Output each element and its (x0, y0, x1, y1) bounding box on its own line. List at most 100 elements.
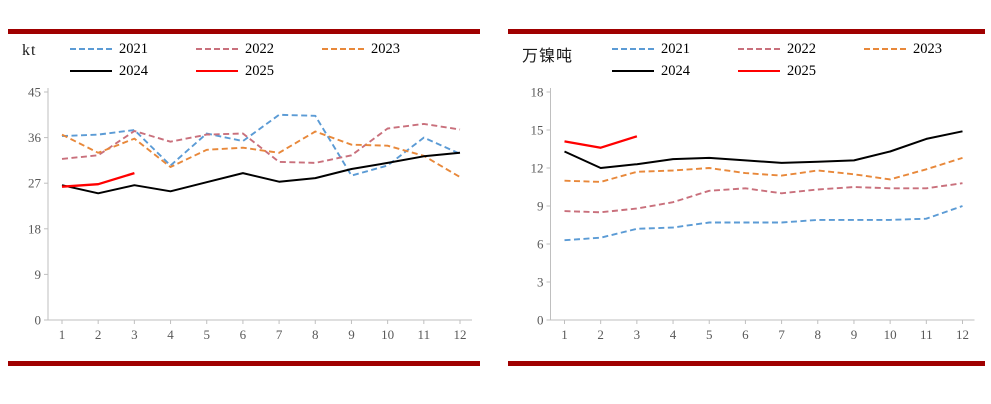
legend-line-swatch (738, 70, 780, 72)
legend-item-2021: 2021 (612, 41, 738, 58)
series-2023-line (564, 156, 963, 183)
x-tick-label: 9 (348, 327, 355, 342)
chart-panel-left: kt 2021 2022 2023 2024 2025 (8, 0, 480, 404)
x-tick-label: 7 (276, 327, 283, 342)
x-tick-label: 11 (920, 327, 933, 342)
legend-label: 2023 (913, 40, 942, 57)
legend-line-swatch (196, 48, 238, 50)
y-tick-label: 0 (35, 313, 42, 328)
x-tick-label: 5 (203, 327, 210, 342)
x-tick-label: 11 (418, 327, 431, 342)
x-tick-label: 2 (597, 327, 604, 342)
legend-item-2024: 2024 (612, 63, 738, 80)
x-tick-label: 8 (312, 327, 319, 342)
series-2024-line (61, 151, 461, 195)
y-axis-unit-label: kt (22, 42, 37, 59)
legend-line-swatch (738, 48, 780, 50)
series-2025-line (564, 135, 638, 149)
series-2025-line (61, 172, 135, 188)
series-2021-line (564, 205, 963, 242)
legend-label: 2025 (787, 62, 816, 79)
legend-line-swatch (864, 48, 906, 50)
top-rule-divider (508, 29, 985, 34)
y-tick-label: 45 (28, 85, 41, 100)
x-tick-label: 10 (381, 327, 394, 342)
legend-row: 2021 2022 2023 (612, 38, 990, 60)
y-tick-label: 18 (28, 221, 41, 236)
legend-item-2021: 2021 (70, 41, 196, 58)
y-tick-label: 6 (537, 237, 544, 252)
series-2022-line (61, 122, 461, 164)
x-tick-label: 1 (59, 327, 66, 342)
legend-label: 2021 (661, 40, 690, 57)
y-tick-label: 18 (531, 85, 544, 100)
y-tick-label: 27 (28, 176, 42, 191)
chart-panel-right: 万镍吨 2021 2022 2023 2024 2025 (508, 0, 985, 404)
x-tick-label: 9 (851, 327, 858, 342)
legend-item-2022: 2022 (738, 41, 864, 58)
y-tick-label: 3 (537, 275, 544, 290)
y-tick-label: 9 (35, 267, 42, 282)
legend-item-2024: 2024 (70, 63, 196, 80)
x-tick-label: 12 (454, 327, 467, 342)
legend-label: 2023 (371, 40, 400, 57)
legend-line-swatch (70, 48, 112, 50)
series-lines (61, 113, 461, 195)
series-2024-line (564, 130, 963, 169)
legend-line-swatch (322, 48, 364, 50)
series-2022-line (564, 182, 963, 214)
x-tick-label: 1 (561, 327, 568, 342)
x-tick-label: 8 (815, 327, 822, 342)
legend-line-swatch (196, 70, 238, 72)
x-tick-label: 10 (884, 327, 897, 342)
y-tick-label: 0 (537, 313, 544, 328)
bottom-rule-divider (8, 361, 480, 366)
series-lines (564, 130, 963, 242)
top-rule-divider (8, 29, 480, 34)
legend-row: 2024 2025 (70, 60, 448, 82)
legend-item-2025: 2025 (196, 63, 322, 80)
x-tick-label: 12 (956, 327, 969, 342)
x-tick-label: 4 (167, 327, 174, 342)
legend-item-2023: 2023 (864, 41, 990, 58)
legend-item-2025: 2025 (738, 63, 864, 80)
x-tick-label: 3 (131, 327, 138, 342)
y-tick-label: 15 (531, 123, 544, 138)
legend-label: 2022 (787, 40, 816, 57)
x-tick-label: 5 (706, 327, 713, 342)
legend-line-swatch (70, 70, 112, 72)
legend-label: 2025 (245, 62, 274, 79)
x-tick-label: 2 (95, 327, 102, 342)
y-axis-unit-label: 万镍吨 (522, 48, 574, 65)
bottom-rule-divider (508, 361, 985, 366)
axes (550, 88, 975, 321)
series-2023-line (61, 130, 461, 178)
legend-item-2022: 2022 (196, 41, 322, 58)
chart-legend: 2021 2022 2023 2024 2025 (612, 38, 990, 82)
legend-label: 2024 (661, 62, 690, 79)
legend-label: 2024 (119, 62, 148, 79)
legend-row: 2024 2025 (612, 60, 990, 82)
chart-legend: 2021 2022 2023 2024 2025 (70, 38, 448, 82)
x-tick-label: 6 (742, 327, 749, 342)
y-tick-label: 12 (531, 161, 544, 176)
x-tick-label: 7 (778, 327, 785, 342)
series-2021-line (61, 113, 461, 177)
x-tick-label: 4 (670, 327, 677, 342)
axes (47, 88, 472, 321)
legend-row: 2021 2022 2023 (70, 38, 448, 60)
legend-label: 2022 (245, 40, 274, 57)
legend-label: 2021 (119, 40, 148, 57)
legend-line-swatch (612, 48, 654, 50)
y-tick-label: 36 (28, 130, 42, 145)
legend-line-swatch (612, 70, 654, 72)
x-tick-label: 6 (240, 327, 247, 342)
x-tick-label: 3 (634, 327, 641, 342)
y-tick-label: 9 (537, 199, 544, 214)
legend-item-2023: 2023 (322, 41, 448, 58)
